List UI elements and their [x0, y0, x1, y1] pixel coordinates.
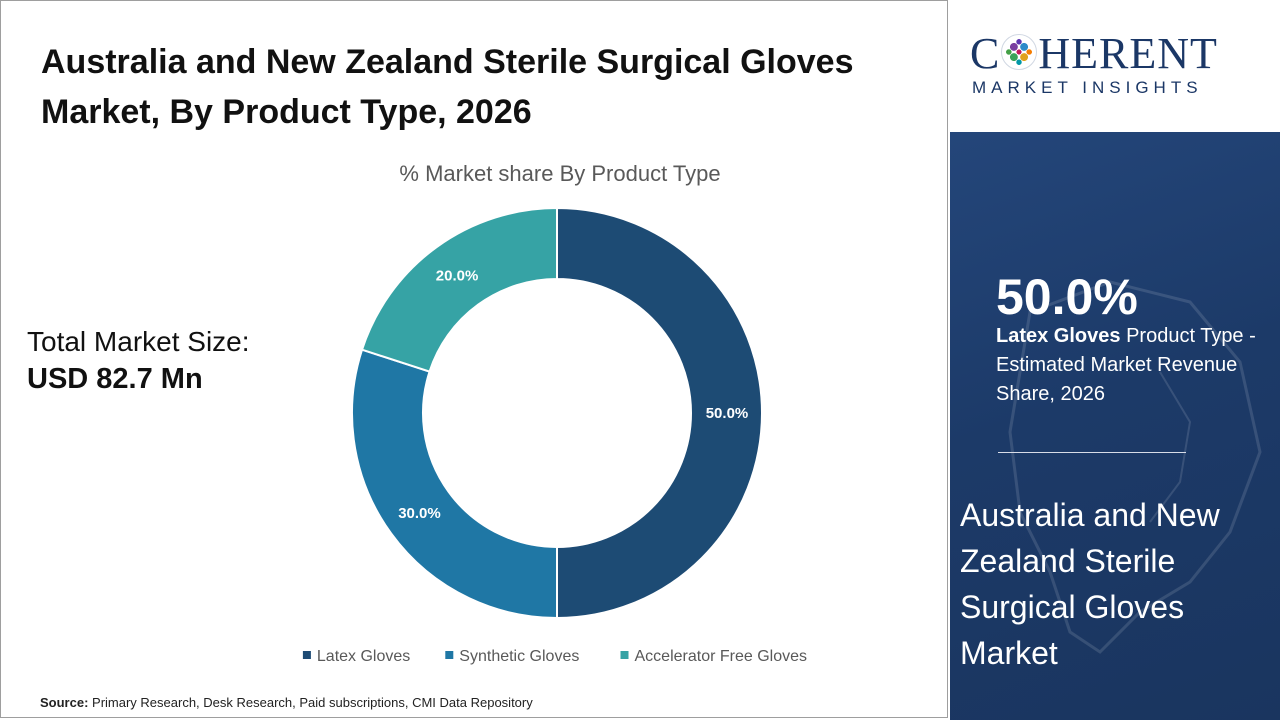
data-label: 50.0% [706, 405, 749, 422]
legend-label: Accelerator Free Gloves [635, 648, 808, 665]
total-market-label: Total Market Size: [27, 326, 250, 357]
data-label: 30.0% [398, 505, 441, 522]
side-panel: C HERENT MARKET INSIGHTS 50.0% Latex Glov… [950, 0, 1280, 720]
source-label: Source: [40, 695, 89, 710]
source-note: Source: Primary Research, Desk Research,… [40, 695, 533, 710]
logo-subtitle: MARKET INSIGHTS [972, 78, 1203, 97]
highlight-segment-text: Product Type - Estimated Market Revenue … [996, 325, 1256, 405]
logo-wordmark: C HERENT [970, 30, 1218, 78]
donut-data-labels: 50.0% 30.0% 20.0% [398, 267, 748, 521]
donut-chart: % Market share By Product Type 50.0% 30.0… [302, 161, 808, 665]
legend-swatch [620, 651, 629, 659]
legend-swatch [445, 651, 454, 659]
divider [998, 452, 1186, 453]
logo-brand-right: HERENT [1038, 29, 1218, 78]
donut-slice-accelerator-free-gloves [360, 206, 558, 373]
legend-swatch [302, 651, 311, 659]
logo-brand-left: C [970, 29, 1001, 78]
highlight-segment: Latex Gloves [996, 325, 1121, 347]
highlight-percent: 50.0% [996, 269, 1138, 325]
legend-label: Latex Gloves [317, 648, 410, 665]
donut-slices [351, 206, 763, 620]
donut-slice-synthetic-gloves [351, 348, 558, 620]
page-title: Australia and New Zealand Sterile Surgic… [41, 43, 854, 131]
logo: C HERENT MARKET INSIGHTS [950, 0, 1280, 132]
market-title: Australia and New Zealand Sterile Surgic… [960, 497, 1220, 671]
legend-label: Synthetic Gloves [459, 648, 579, 665]
logo-globe-icon [1001, 34, 1038, 70]
chart-title: % Market share By Product Type [399, 161, 720, 186]
highlight-description: Latex Gloves Product Type - Estimated Ma… [996, 322, 1266, 409]
total-market-value: USD 82.7 Mn [27, 363, 203, 395]
highlight-panel: 50.0% Latex Gloves Product Type - Estima… [950, 132, 1280, 720]
chart-legend: Latex Gloves Synthetic Gloves Accelerator … [302, 648, 808, 665]
data-label: 20.0% [436, 267, 479, 284]
source-text: Primary Research, Desk Research, Paid su… [92, 695, 533, 710]
donut-slice-latex-gloves [556, 206, 763, 620]
